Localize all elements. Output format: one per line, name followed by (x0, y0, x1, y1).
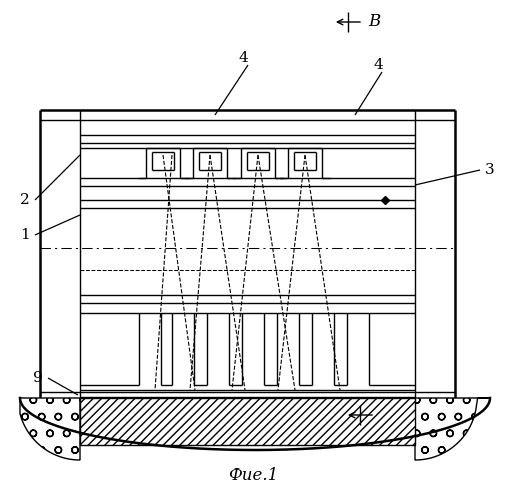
Text: 2: 2 (20, 193, 30, 207)
Text: B: B (379, 406, 391, 424)
Text: 7: 7 (215, 413, 224, 427)
Text: 4: 4 (238, 51, 247, 65)
Polygon shape (20, 398, 80, 460)
Bar (80, 398, 414, 445)
Text: 4: 4 (372, 58, 382, 72)
Text: 1: 1 (20, 228, 30, 242)
Text: Фие.1: Фие.1 (227, 466, 278, 483)
Polygon shape (414, 398, 489, 460)
Text: 9: 9 (33, 371, 43, 385)
Text: B: B (367, 14, 379, 30)
Text: 3: 3 (484, 163, 494, 177)
